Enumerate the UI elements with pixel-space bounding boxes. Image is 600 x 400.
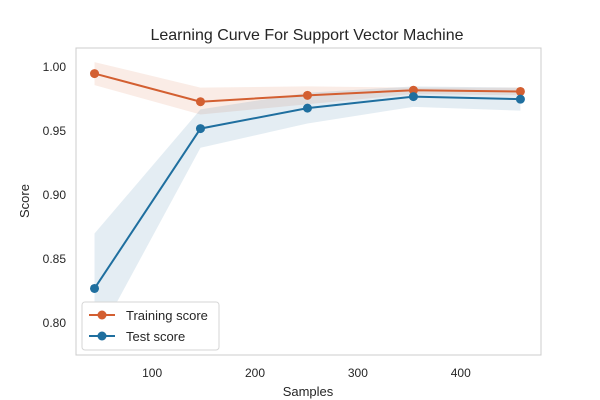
legend: Training score Test score [81,301,220,351]
x-axis-ticks: 100 200 300 400 [142,366,471,380]
x-tick-label: 300 [348,366,368,380]
x-tick-label: 200 [245,366,265,380]
y-tick-label: 0.95 [43,124,67,138]
training-score-point [302,90,312,100]
chart-title: Learning Curve For Support Vector Machin… [150,27,463,44]
test-score-point [195,124,205,134]
legend-test-marker [97,331,107,341]
x-tick-label: 100 [142,366,162,380]
test-score-point [90,283,100,293]
training-score-point [408,85,418,95]
legend-training-label: Training score [126,308,208,323]
y-tick-label: 0.80 [43,316,67,330]
y-axis-label: Score [17,184,32,218]
test-score-point [515,94,525,104]
legend-training-marker [97,310,107,320]
y-axis-ticks: 0.80 0.85 0.90 0.95 1.00 [43,60,67,330]
legend-box [81,301,220,351]
test-score-point [408,92,418,102]
training-score-point [90,69,100,79]
y-tick-label: 1.00 [43,60,67,74]
legend-test-label: Test score [126,329,185,344]
series-points [90,69,525,293]
x-tick-label: 400 [451,366,471,380]
training-score-point [515,86,525,96]
x-axis-label: Samples [283,384,334,399]
test-score-point [302,103,312,113]
y-tick-label: 0.90 [43,188,67,202]
y-tick-label: 0.85 [43,252,67,266]
training-score-point [195,97,205,107]
